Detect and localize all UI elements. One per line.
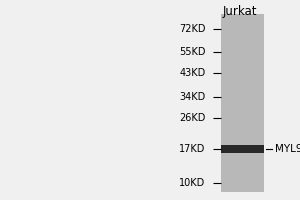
Bar	[220, 145, 264, 153]
Text: Jurkat: Jurkat	[223, 5, 257, 18]
Text: 26KD: 26KD	[179, 113, 206, 123]
Text: 72KD: 72KD	[179, 24, 206, 34]
Text: 10KD: 10KD	[179, 178, 206, 188]
Text: 55KD: 55KD	[179, 47, 206, 57]
Bar	[220, 14, 264, 192]
Text: MYL9: MYL9	[274, 144, 300, 154]
Text: 17KD: 17KD	[179, 144, 206, 154]
Text: 43KD: 43KD	[179, 68, 206, 78]
Text: 34KD: 34KD	[179, 92, 206, 102]
